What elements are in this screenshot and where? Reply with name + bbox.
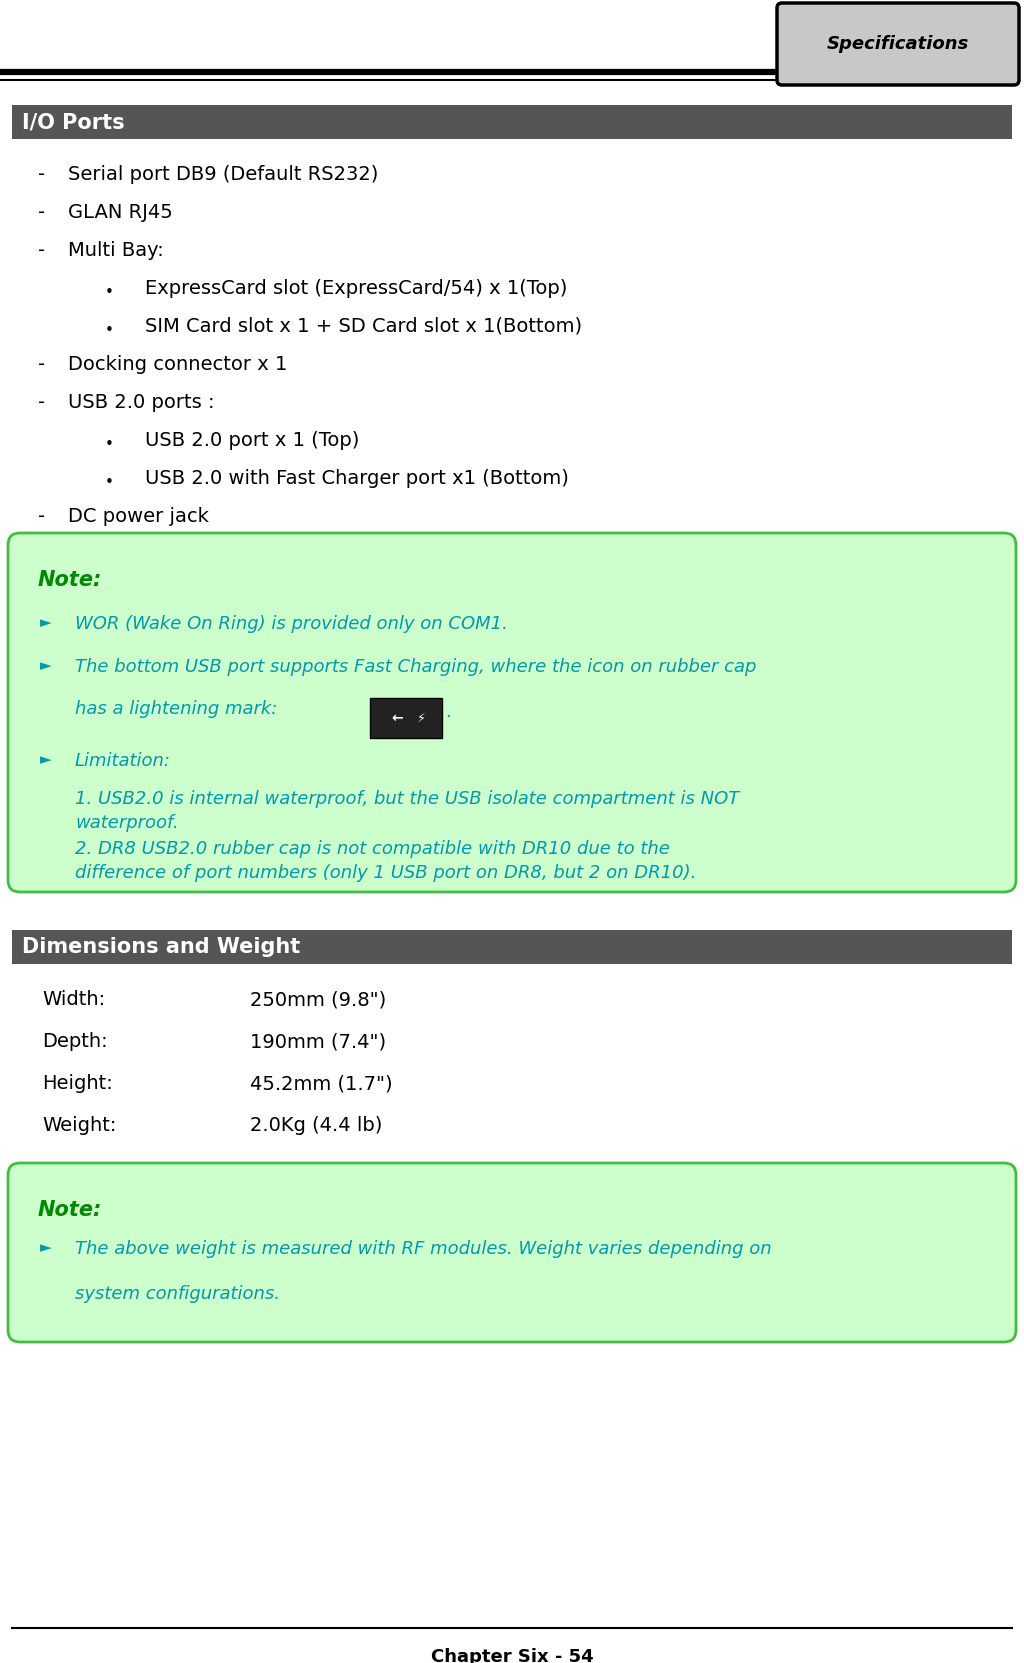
Text: The bottom USB port supports Fast Charging, where the icon on rubber cap: The bottom USB port supports Fast Chargi… — [75, 659, 757, 675]
Text: ⚡: ⚡ — [418, 712, 426, 725]
Text: Height:: Height: — [42, 1074, 113, 1093]
Text: Depth:: Depth: — [42, 1033, 108, 1051]
Text: USB 2.0 with Fast Charger port x1 (Bottom): USB 2.0 with Fast Charger port x1 (Botto… — [145, 469, 569, 487]
Text: ►: ► — [40, 615, 52, 630]
Bar — [370, 698, 442, 738]
Bar — [12, 930, 1012, 965]
Text: I/O Ports: I/O Ports — [22, 111, 125, 131]
Text: GLAN RJ45: GLAN RJ45 — [68, 203, 173, 221]
Text: ►: ► — [40, 659, 52, 674]
Text: Limitation:: Limitation: — [75, 752, 171, 770]
Text: SIM Card slot x 1 + SD Card slot x 1(Bottom): SIM Card slot x 1 + SD Card slot x 1(Bot… — [145, 318, 582, 336]
Bar — [12, 105, 1012, 140]
Text: 190mm (7.4"): 190mm (7.4") — [250, 1033, 386, 1051]
Text: •: • — [105, 323, 114, 338]
Text: •: • — [105, 437, 114, 452]
Text: 1. USB2.0 is internal waterproof, but the USB isolate compartment is NOT
waterpr: 1. USB2.0 is internal waterproof, but th… — [75, 790, 739, 832]
FancyBboxPatch shape — [8, 1162, 1016, 1342]
Text: -: - — [38, 165, 45, 185]
Text: 2. DR8 USB2.0 rubber cap is not compatible with DR10 due to the
difference of po: 2. DR8 USB2.0 rubber cap is not compatib… — [75, 840, 696, 881]
Text: Multi Bay:: Multi Bay: — [68, 241, 164, 259]
Text: -: - — [38, 354, 45, 374]
Text: -: - — [38, 241, 45, 259]
Text: ExpressCard slot (ExpressCard/54) x 1(Top): ExpressCard slot (ExpressCard/54) x 1(To… — [145, 279, 567, 298]
FancyBboxPatch shape — [777, 3, 1019, 85]
Text: •: • — [105, 476, 114, 491]
Text: Note:: Note: — [38, 570, 102, 590]
Text: 45.2mm (1.7"): 45.2mm (1.7") — [250, 1074, 392, 1093]
Text: Docking connector x 1: Docking connector x 1 — [68, 354, 288, 374]
Text: USB 2.0 ports :: USB 2.0 ports : — [68, 392, 214, 412]
Text: Specifications: Specifications — [826, 35, 969, 53]
Text: 2.0Kg (4.4 lb): 2.0Kg (4.4 lb) — [250, 1116, 382, 1136]
Text: -: - — [38, 392, 45, 412]
Text: ►: ► — [40, 1241, 52, 1256]
Text: 250mm (9.8"): 250mm (9.8") — [250, 989, 386, 1009]
Text: ►: ► — [40, 752, 52, 767]
Text: USB 2.0 port x 1 (Top): USB 2.0 port x 1 (Top) — [145, 431, 359, 451]
Text: WOR (Wake On Ring) is provided only on COM1.: WOR (Wake On Ring) is provided only on C… — [75, 615, 508, 634]
Text: •: • — [105, 284, 114, 299]
Text: Weight:: Weight: — [42, 1116, 117, 1136]
Text: -: - — [38, 507, 45, 526]
Text: Chapter Six - 54: Chapter Six - 54 — [431, 1648, 593, 1663]
Text: -: - — [38, 203, 45, 221]
Text: system configurations.: system configurations. — [75, 1285, 280, 1304]
Text: Dimensions and Weight: Dimensions and Weight — [22, 936, 300, 956]
FancyBboxPatch shape — [8, 534, 1016, 891]
Text: DC power jack: DC power jack — [68, 507, 209, 526]
Text: ←: ← — [391, 712, 403, 725]
Text: The above weight is measured with RF modules. Weight varies depending on: The above weight is measured with RF mod… — [75, 1241, 772, 1257]
Text: Serial port DB9 (Default RS232): Serial port DB9 (Default RS232) — [68, 165, 379, 185]
Text: .: . — [445, 703, 451, 722]
Text: Width:: Width: — [42, 989, 105, 1009]
Text: has a lightening mark:: has a lightening mark: — [75, 700, 278, 718]
Text: Note:: Note: — [38, 1201, 102, 1221]
